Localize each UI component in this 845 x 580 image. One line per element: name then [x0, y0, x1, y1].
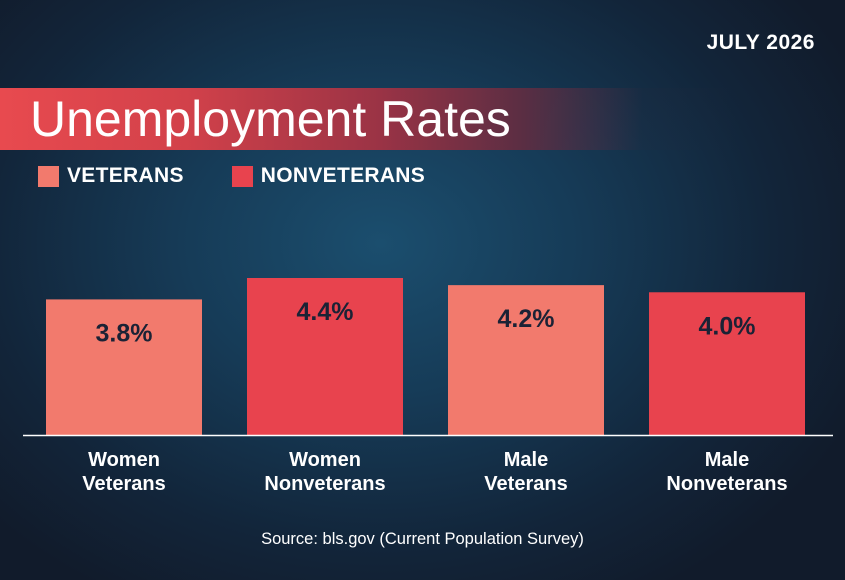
bar-0 [46, 299, 202, 435]
category-label-0-line-1: Veterans [82, 473, 165, 495]
legend-item-nonveterans: NONVETERANS [231, 164, 426, 188]
legend-label-nonveterans: NONVETERANS [260, 164, 426, 187]
bar-1 [247, 278, 403, 435]
legend-label-veterans: VETERANS [67, 164, 184, 187]
date-label: JULY 2026 [706, 31, 815, 54]
category-label-3-line-1: Nonveterans [666, 473, 787, 495]
source-note: Source: bls.gov (Current Population Surv… [261, 530, 584, 548]
bar-value-label-3: 4.0% [699, 312, 756, 340]
category-label-3-line-0: Male [705, 449, 749, 471]
category-label-0-line-0: Women [88, 449, 160, 471]
chart-title: Unemployment Rates [30, 91, 511, 147]
category-label-1-line-1: Nonveterans [264, 473, 385, 495]
legend-item-veterans: VETERANS [38, 164, 184, 188]
legend-swatch-nonveterans [231, 165, 253, 187]
category-label-1-line-0: Women [289, 449, 361, 471]
bar-value-label-1: 4.4% [297, 298, 354, 326]
category-label-2-line-0: Male [504, 449, 548, 471]
legend: VETERANS NONVETERANS [38, 163, 473, 189]
title-band [0, 88, 845, 150]
legend-swatch-veterans [38, 165, 59, 187]
bar-value-label-0: 3.8% [96, 319, 153, 347]
bar-3 [649, 292, 805, 435]
bar-value-label-2: 4.2% [498, 305, 555, 333]
category-label-2-line-1: Veterans [484, 473, 567, 495]
bar-2 [448, 285, 604, 435]
